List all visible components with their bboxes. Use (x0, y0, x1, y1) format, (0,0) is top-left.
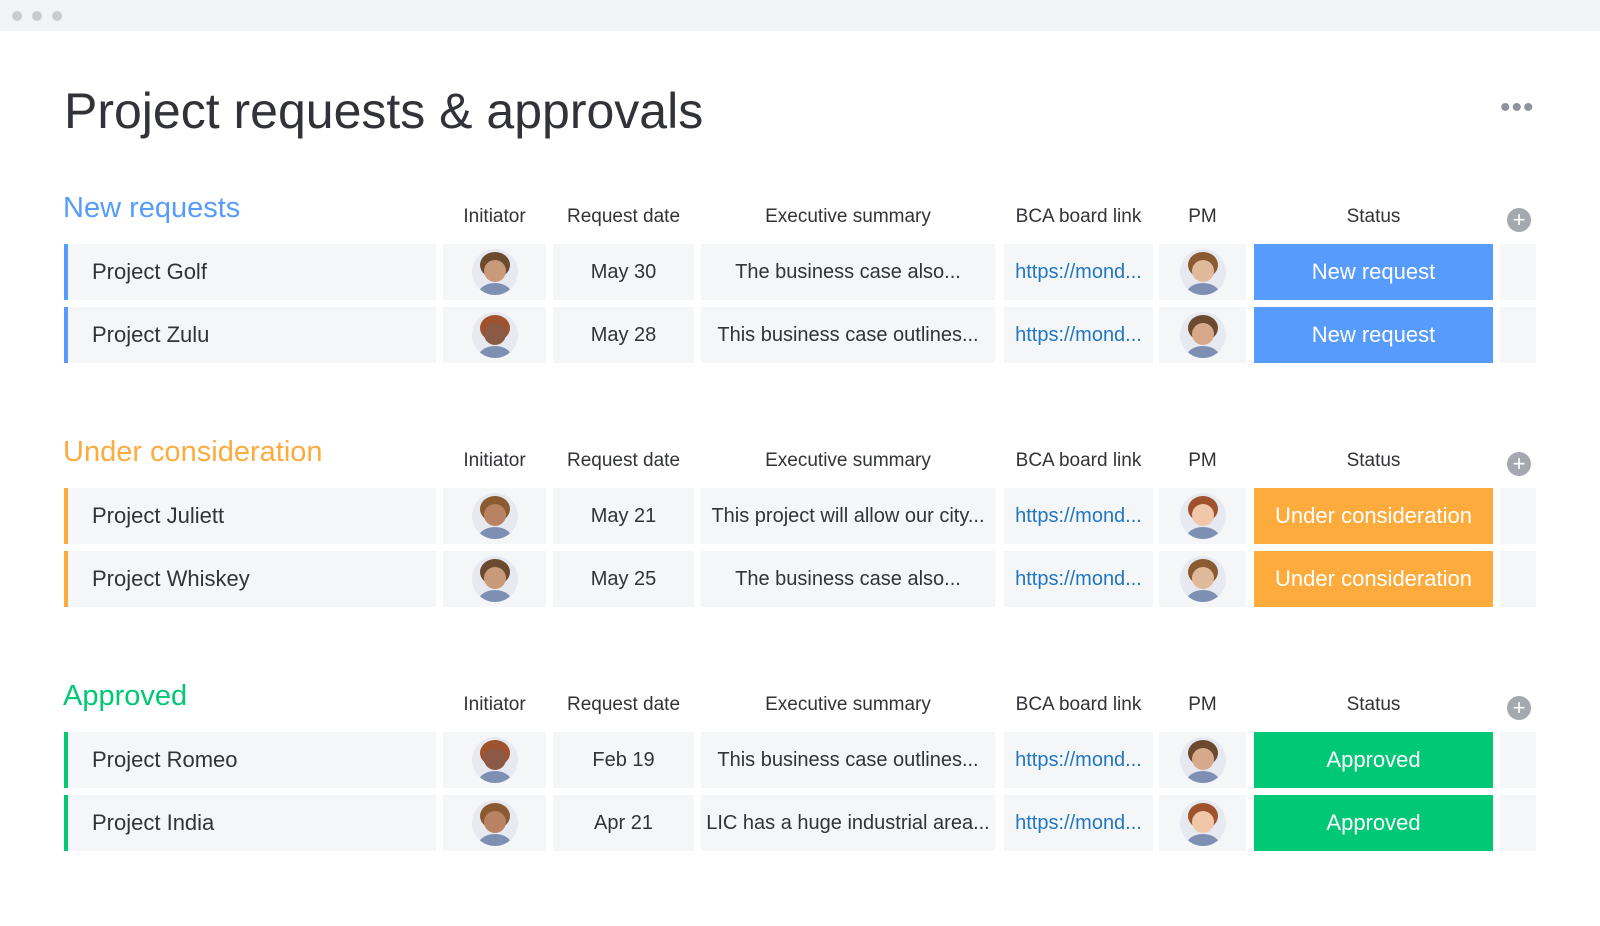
empty-cell (1500, 488, 1536, 544)
avatar-image (1179, 737, 1226, 783)
add-column[interactable]: + (1507, 208, 1531, 232)
column-header: BCA board link (1015, 694, 1142, 715)
column-header: Executive summary (765, 694, 931, 715)
avatar-image (1179, 249, 1226, 295)
empty-cell (1500, 795, 1536, 851)
avatar (471, 800, 518, 846)
column-header: PM (1188, 694, 1217, 715)
column-header: Request date (566, 206, 681, 227)
avatar (471, 312, 518, 358)
item-name[interactable]: Project Zulu (64, 307, 436, 363)
column-header: Request date (566, 694, 681, 715)
column-header: Initiator (463, 206, 526, 227)
column-header: Status (1346, 206, 1401, 227)
window-dot (12, 11, 22, 21)
status-label[interactable]: Under consideration (1254, 488, 1493, 544)
avatar-image (471, 312, 518, 358)
board-title: Project requests & approvals (64, 83, 704, 139)
column-header: Executive summary (765, 450, 931, 471)
window-dot (32, 11, 42, 21)
column-header: Status (1346, 450, 1401, 471)
avatar-image (471, 800, 518, 846)
column-header: Initiator (463, 694, 526, 715)
item-name[interactable]: Project Golf (64, 244, 436, 300)
item-name[interactable]: Project India (64, 795, 436, 851)
bca-link[interactable]: https://mond... (1004, 551, 1153, 607)
column-header: BCA board link (1015, 206, 1142, 227)
item-name[interactable]: Project Juliett (64, 488, 436, 544)
bca-link[interactable]: https://mond... (1004, 732, 1153, 788)
group-title[interactable]: New requests (63, 192, 241, 224)
add-column[interactable]: + (1507, 452, 1531, 476)
add-column[interactable]: + (1507, 696, 1531, 720)
avatar (1179, 556, 1226, 602)
avatar-image (1179, 312, 1226, 358)
request-date: Feb 19 (553, 732, 694, 788)
avatar (471, 737, 518, 783)
status-label[interactable]: New request (1254, 307, 1493, 363)
executive-summary: This business case outlines... (701, 732, 995, 788)
avatar-image (471, 556, 518, 602)
avatar (1179, 800, 1226, 846)
avatar (1179, 312, 1226, 358)
avatar (471, 556, 518, 602)
avatar (1179, 249, 1226, 295)
avatar (1179, 737, 1226, 783)
status-label[interactable]: Under consideration (1254, 551, 1493, 607)
avatar-image (1179, 556, 1226, 602)
more-menu[interactable]: ••• (1500, 91, 1535, 124)
avatar-image (471, 493, 518, 539)
empty-cell (1500, 307, 1536, 363)
request-date: May 28 (553, 307, 694, 363)
empty-cell (1500, 551, 1536, 607)
executive-summary: The business case also... (701, 551, 995, 607)
empty-cell (1500, 732, 1536, 788)
window-bar (0, 0, 1600, 31)
executive-summary: This project will allow our city... (701, 488, 995, 544)
status-label[interactable]: Approved (1254, 795, 1493, 851)
bca-link[interactable]: https://mond... (1004, 795, 1153, 851)
executive-summary: This business case outlines... (701, 307, 995, 363)
request-date: May 30 (553, 244, 694, 300)
avatar (471, 493, 518, 539)
empty-cell (1500, 244, 1536, 300)
group-title[interactable]: Approved (63, 680, 188, 712)
item-name[interactable]: Project Whiskey (64, 551, 436, 607)
avatar-image (1179, 800, 1226, 846)
request-date: May 25 (553, 551, 694, 607)
window-dot (52, 11, 62, 21)
avatar-image (471, 737, 518, 783)
avatar-image (471, 249, 518, 295)
request-date: Apr 21 (553, 795, 694, 851)
group-title[interactable]: Under consideration (63, 436, 323, 468)
status-label[interactable]: Approved (1254, 732, 1493, 788)
executive-summary: The business case also... (701, 244, 995, 300)
avatar (471, 249, 518, 295)
bca-link[interactable]: https://mond... (1004, 488, 1153, 544)
column-header: Initiator (463, 450, 526, 471)
column-header: Executive summary (765, 206, 931, 227)
column-header: Request date (566, 450, 681, 471)
status-label[interactable]: New request (1254, 244, 1493, 300)
bca-link[interactable]: https://mond... (1004, 244, 1153, 300)
column-header: PM (1188, 206, 1217, 227)
avatar (1179, 493, 1226, 539)
request-date: May 21 (553, 488, 694, 544)
bca-link[interactable]: https://mond... (1004, 307, 1153, 363)
item-name[interactable]: Project Romeo (64, 732, 436, 788)
avatar-image (1179, 493, 1226, 539)
column-header: Status (1346, 694, 1401, 715)
executive-summary: LIC has a huge industrial area... (701, 795, 995, 851)
column-header: PM (1188, 450, 1217, 471)
column-header: BCA board link (1015, 450, 1142, 471)
